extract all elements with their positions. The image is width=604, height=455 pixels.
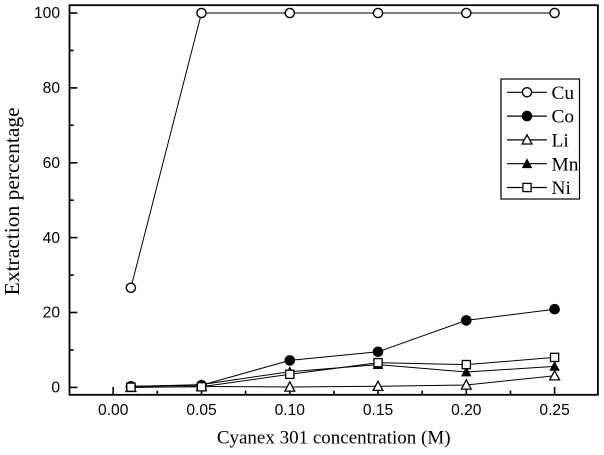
svg-text:0.15: 0.15 — [363, 402, 394, 419]
svg-text:60: 60 — [43, 155, 61, 172]
svg-text:80: 80 — [43, 80, 61, 97]
svg-text:0.00: 0.00 — [98, 402, 129, 419]
svg-text:Cu: Cu — [552, 83, 575, 104]
svg-text:20: 20 — [43, 305, 61, 322]
svg-text:0.05: 0.05 — [186, 402, 217, 419]
svg-text:100: 100 — [34, 5, 60, 22]
svg-text:Cyanex 301 concentration (M): Cyanex 301 concentration (M) — [217, 427, 451, 448]
svg-text:Ni: Ni — [552, 178, 572, 199]
svg-text:Mn: Mn — [552, 154, 579, 175]
svg-text:0: 0 — [51, 380, 60, 397]
svg-text:0.25: 0.25 — [539, 402, 570, 419]
svg-text:0.20: 0.20 — [451, 402, 482, 419]
svg-text:Li: Li — [552, 131, 570, 152]
svg-text:Co: Co — [552, 107, 575, 128]
svg-text:Extraction percentage: Extraction percentage — [0, 107, 24, 295]
svg-text:40: 40 — [43, 230, 61, 247]
svg-text:0.10: 0.10 — [275, 402, 306, 419]
